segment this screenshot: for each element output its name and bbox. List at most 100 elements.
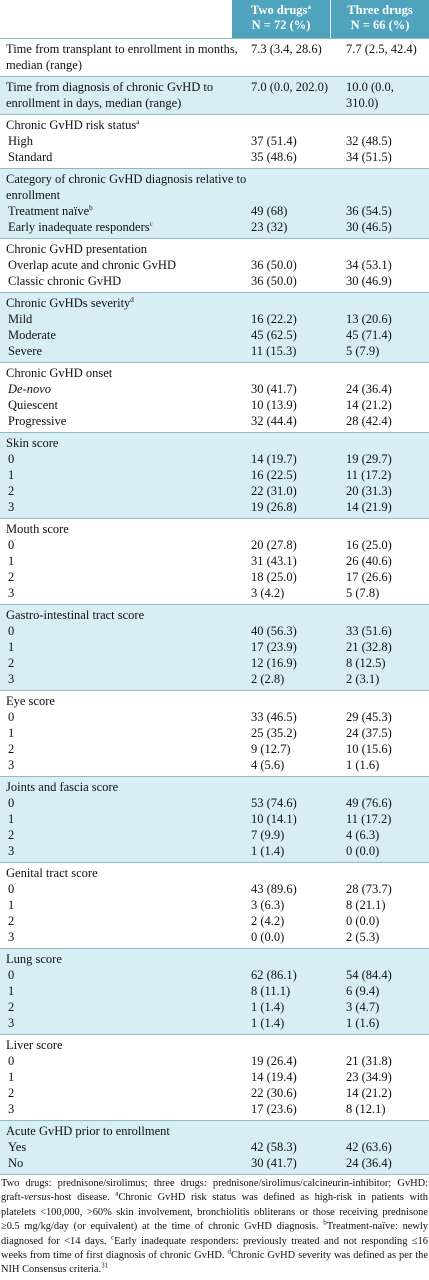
row-label-cell: 3 (0, 1101, 251, 1117)
section-title-cell: Joints and fascia score (0, 779, 251, 795)
row-label: 0 (8, 538, 15, 552)
cell-value: 14 (19.4) (251, 1070, 297, 1084)
row-label: 3 (8, 930, 15, 944)
section-row: Skin score (0, 435, 429, 451)
cell-value: 43 (89.6) (251, 882, 297, 896)
cell-value: 1 (1.6) (346, 758, 380, 772)
row-label: Mild (8, 312, 33, 326)
row-label: 0 (8, 710, 15, 724)
section-row: Lung score (0, 951, 429, 967)
cell-value: 22 (30.6) (251, 1086, 297, 1100)
row-label: Treatment naïve (8, 204, 90, 218)
section-title: Mouth score (6, 522, 69, 536)
cell-value: 1 (1.4) (251, 844, 285, 858)
cell-value: 14 (21.9) (346, 500, 392, 514)
row-label: Standard (8, 150, 53, 164)
row-label: 1 (8, 554, 15, 568)
table-row: Quiescent 10 (13.9) 14 (21.2) (0, 397, 429, 413)
section-title: Chronic GvHD risk status (6, 118, 137, 132)
cell-value: 4 (5.6) (251, 758, 285, 772)
cell-value: 11 (17.2) (346, 468, 392, 482)
row-label: 1 (8, 898, 15, 912)
row-label-cell: 1 (0, 725, 251, 741)
cell-value: 34 (51.5) (346, 150, 392, 164)
section-title-cell: Time from diagnosis of chronic GvHD to e… (0, 79, 251, 111)
section: Acute GvHD prior to enrollment Yes 42 (58.… (0, 1120, 429, 1174)
row-label-cell: Overlap acute and chronic GvHD (0, 257, 251, 273)
row-label: 3 (8, 1102, 15, 1116)
table-row: Early inadequate respondersc 23 (32) 30 (4… (0, 219, 429, 235)
section-title: Lung score (6, 952, 62, 966)
row-label: 2 (8, 828, 15, 842)
section-row: Genital tract score (0, 865, 429, 881)
section-title: Chronic GvHD onset (6, 366, 113, 380)
cell-value: 20 (31.3) (346, 484, 392, 498)
row-label: 0 (8, 452, 15, 466)
table-row: 2 2 (4.2) 0 (0.0) (0, 913, 429, 929)
row-label-cell: 1 (0, 553, 251, 569)
cell-value: 0 (0.0) (251, 930, 285, 944)
table-row: No 30 (41.7) 24 (36.4) (0, 1155, 429, 1171)
cell-value: 49 (76.6) (346, 796, 392, 810)
section: Genital tract score 0 43 (89.6) 28 (73.7) 1 3… (0, 862, 429, 948)
row-label: 0 (8, 968, 15, 982)
table-row: 2 7 (9.9) 4 (6.3) (0, 827, 429, 843)
table-row: 3 3 (4.2) 5 (7.8) (0, 585, 429, 601)
cell-value: 45 (62.5) (251, 328, 297, 342)
cell-value: 22 (31.0) (251, 484, 297, 498)
section: Lung score 0 62 (86.1) 54 (84.4) 1 8 (11.1) 6 … (0, 948, 429, 1034)
section-row: Category of chronic GvHD diagnosis relat… (0, 171, 429, 203)
row-label-cell: 3 (0, 757, 251, 773)
cell-value: 17 (26.6) (346, 570, 392, 584)
footnote-mark: a (136, 117, 140, 126)
cell-value: 40 (56.3) (251, 624, 297, 638)
row-label-cell: Progressive (0, 413, 251, 429)
row-label-cell: Treatment naïveb (0, 203, 251, 219)
section-title-cell: Acute GvHD prior to enrollment (0, 1123, 251, 1139)
cell-value: 7.0 (0.0, 202.0) (251, 80, 329, 94)
cell-value: 20 (27.8) (251, 538, 297, 552)
cell-value: 21 (32.8) (346, 640, 392, 654)
cell-value: 16 (22.2) (251, 312, 297, 326)
footnote-text: Chronic GvHD risk status was defined as … (1, 1192, 428, 1233)
row-label: 1 (8, 812, 15, 826)
section-title-cell: Gastro-intestinal tract score (0, 607, 251, 623)
table-row: 3 0 (0.0) 2 (5.3) (0, 929, 429, 945)
section-title: Time from transplant to enrollment in mo… (6, 42, 238, 72)
col-note: a (307, 2, 311, 11)
footnote-mark: b (323, 1218, 327, 1227)
cell-value: 53 (74.6) (251, 796, 297, 810)
row-label-cell: Mild (0, 311, 251, 327)
table-header: Two drugsa N = 72 (%) Three drugs N = 66 (… (0, 0, 429, 38)
row-label-cell: Severe (0, 343, 251, 359)
row-label-cell: De-novo (0, 381, 251, 397)
row-label: 0 (8, 796, 15, 810)
row-label-cell: 1 (0, 639, 251, 655)
section-title-cell: Genital tract score (0, 865, 251, 881)
section-row: Chronic GvHD presentation (0, 241, 429, 257)
row-label: 3 (8, 1016, 15, 1030)
table-row: 1 10 (14.1) 11 (17.2) (0, 811, 429, 827)
cell-value: 8 (11.1) (251, 984, 291, 998)
section-title-cell: Category of chronic GvHD diagnosis relat… (0, 171, 251, 203)
cell-value: 33 (51.6) (346, 624, 392, 638)
cell-value: 5 (7.9) (346, 344, 380, 358)
table-row: Mild 16 (22.2) 13 (20.6) (0, 311, 429, 327)
row-label-cell: 2 (0, 913, 251, 929)
table-row: 2 18 (25.0) 17 (26.6) (0, 569, 429, 585)
cell-value: 24 (36.4) (346, 1156, 392, 1170)
cell-value: 8 (12.1) (346, 1102, 386, 1116)
row-label-cell: 2 (0, 483, 251, 499)
col-n: N = 72 (%) (251, 18, 311, 32)
row-label-cell: 3 (0, 1015, 251, 1031)
row-label-cell: 3 (0, 585, 251, 601)
table-row: 1 14 (19.4) 23 (34.9) (0, 1069, 429, 1085)
table-row: Classic chronic GvHD 36 (50.0) 30 (46.9) (0, 273, 429, 289)
footnote: Two drugs: prednisone/sirolimus; three d… (0, 1174, 429, 1278)
section-title: Time from diagnosis of chronic GvHD to e… (6, 80, 214, 110)
row-label-cell: 1 (0, 1069, 251, 1085)
section-title-cell: Eye score (0, 693, 251, 709)
cell-value: 7.7 (2.5, 42.4) (346, 42, 417, 56)
row-label-cell: 0 (0, 537, 251, 553)
row-label-cell: Moderate (0, 327, 251, 343)
